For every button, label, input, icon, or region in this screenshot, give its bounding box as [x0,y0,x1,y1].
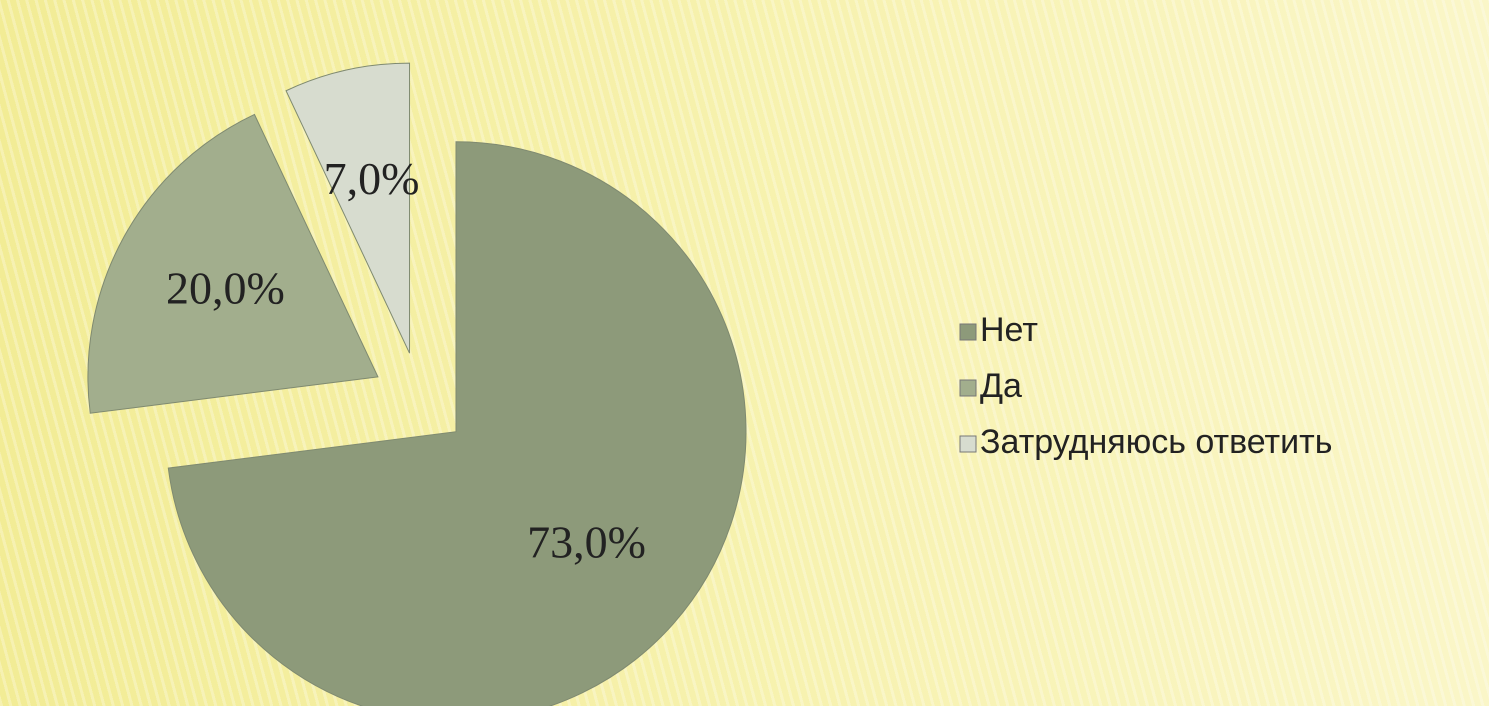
legend-swatch [959,379,977,397]
pie-slice [167,141,747,706]
legend-label: Затрудняюсь ответить [980,423,1332,461]
data-label: 73,0% [527,516,646,567]
data-label: 20,0% [166,263,285,314]
legend-swatch [959,323,977,341]
legend-label: Нет [980,311,1038,349]
pie-slice [87,113,379,414]
data-label: 7,0% [324,153,420,204]
legend-swatch [959,435,977,453]
legend-label: Да [980,367,1022,405]
pie-slice [285,62,411,354]
